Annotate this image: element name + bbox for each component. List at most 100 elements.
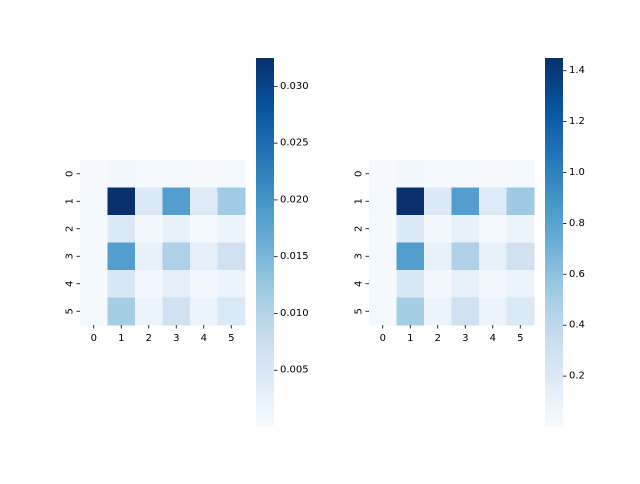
y-tick-label: 4 xyxy=(354,281,365,287)
heatmap-cell xyxy=(107,297,136,326)
heatmap-cell xyxy=(107,270,136,298)
heatmap-cell xyxy=(162,242,191,271)
heatmap-cell xyxy=(369,215,397,243)
heatmap-cell xyxy=(369,160,397,188)
heatmap-cell xyxy=(162,187,191,216)
heatmap-cell xyxy=(217,160,246,188)
heatmap-cell xyxy=(506,270,535,298)
heatmap-cell xyxy=(479,297,507,326)
heatmap-cell xyxy=(451,215,480,243)
heatmap-cell xyxy=(135,270,163,298)
heatmap-cell xyxy=(479,270,507,298)
heatmap-cell xyxy=(217,215,246,243)
heatmap-cell xyxy=(80,242,108,271)
heatmap-cell xyxy=(369,270,397,298)
heatmap-cell xyxy=(396,187,425,216)
x-tick-label: 2 xyxy=(146,333,152,344)
heatmap-cell xyxy=(424,160,452,188)
heatmap-cell xyxy=(162,160,191,188)
colorbar-tick-label: 0.2 xyxy=(569,371,585,382)
heatmap-cell xyxy=(424,242,452,271)
heatmap-cell xyxy=(217,270,246,298)
heatmap-cell xyxy=(451,160,480,188)
heatmap-cell xyxy=(162,297,191,326)
heatmap-cell xyxy=(135,215,163,243)
heatmap-cell xyxy=(396,270,425,298)
x-tick-label: 4 xyxy=(490,333,496,344)
heatmap-cell xyxy=(369,297,397,326)
heatmap-cell xyxy=(451,187,480,216)
heatmap-cell xyxy=(369,242,397,271)
heatmap-cell xyxy=(107,187,136,216)
heatmap-cell xyxy=(479,215,507,243)
y-tick-label: 0 xyxy=(65,171,76,177)
x-tick-label: 5 xyxy=(228,333,234,344)
heatmap-cell xyxy=(190,297,218,326)
heatmap-cell xyxy=(135,160,163,188)
y-tick-label: 2 xyxy=(354,226,365,232)
heatmap-cell xyxy=(135,187,163,216)
heatmap-cell xyxy=(217,242,246,271)
heatmap-cell xyxy=(506,160,535,188)
x-tick-label: 5 xyxy=(517,333,523,344)
heatmap-cell xyxy=(424,270,452,298)
heatmap-cell xyxy=(162,215,191,243)
heatmap-cell xyxy=(135,297,163,326)
colorbar-tick-label: 0.030 xyxy=(280,81,309,92)
heatmap-cell xyxy=(162,270,191,298)
heatmap-2: 0 1 2 3 4 5 0 1 2 3 4 5 0.2 0.4 0.6 0.8 1.0 1.2 1.4 xyxy=(354,58,585,427)
y-tick-label: 5 xyxy=(354,308,365,314)
y-tick-label: 4 xyxy=(65,281,76,287)
heatmap-cell xyxy=(107,242,136,271)
x-tick-label: 2 xyxy=(435,333,441,344)
heatmap-1: 0 1 2 3 4 5 0 1 2 3 4 5 0.005 0.010 0.015 0.020 0.025 0.0… xyxy=(65,58,309,427)
colorbar xyxy=(256,58,274,427)
colorbar-tick-label: 0.6 xyxy=(569,269,585,280)
heatmap-cell xyxy=(80,187,108,216)
heatmap-cell xyxy=(451,270,480,298)
y-tick-label: 2 xyxy=(65,226,76,232)
heatmap-cell xyxy=(506,242,535,271)
x-tick-label: 1 xyxy=(118,333,124,344)
heatmap-cell xyxy=(506,297,535,326)
heatmap-cell xyxy=(479,242,507,271)
heatmap-cell xyxy=(190,270,218,298)
heatmap-cell xyxy=(424,215,452,243)
heatmap-cell xyxy=(424,187,452,216)
colorbar-tick-label: 1.0 xyxy=(569,167,585,178)
heatmap-cell xyxy=(479,160,507,188)
heatmap-cell xyxy=(506,187,535,216)
y-tick-label: 3 xyxy=(354,253,365,259)
x-tick-label: 1 xyxy=(407,333,413,344)
colorbar-tick-label: 0.8 xyxy=(569,218,585,229)
heatmap-cell xyxy=(396,160,425,188)
heatmap-cell xyxy=(80,160,108,188)
colorbar-tick-label: 1.4 xyxy=(569,65,585,76)
y-tick-label: 1 xyxy=(65,198,76,204)
colorbar-tick-label: 0.020 xyxy=(280,194,309,205)
heatmap-cell xyxy=(506,215,535,243)
heatmap-cell xyxy=(424,297,452,326)
colorbar xyxy=(545,58,563,427)
heatmap-cell xyxy=(190,215,218,243)
heatmap-cell xyxy=(190,242,218,271)
heatmap-cell xyxy=(80,215,108,243)
heatmap-cell xyxy=(80,297,108,326)
colorbar-tick-label: 0.015 xyxy=(280,251,309,262)
colorbar-tick-label: 0.005 xyxy=(280,365,309,376)
x-tick-label: 3 xyxy=(173,333,179,344)
colorbar-tick-label: 0.4 xyxy=(569,320,585,331)
colorbar-tick-label: 1.2 xyxy=(569,116,585,127)
x-tick-label: 4 xyxy=(201,333,207,344)
y-tick-label: 0 xyxy=(354,171,365,177)
y-tick-label: 1 xyxy=(354,198,365,204)
heatmap-cell xyxy=(217,297,246,326)
x-tick-label: 0 xyxy=(380,333,386,344)
heatmap-cell xyxy=(451,242,480,271)
heatmap-cell xyxy=(135,242,163,271)
heatmap-cell xyxy=(217,187,246,216)
x-tick-label: 3 xyxy=(462,333,468,344)
heatmap-cell xyxy=(451,297,480,326)
